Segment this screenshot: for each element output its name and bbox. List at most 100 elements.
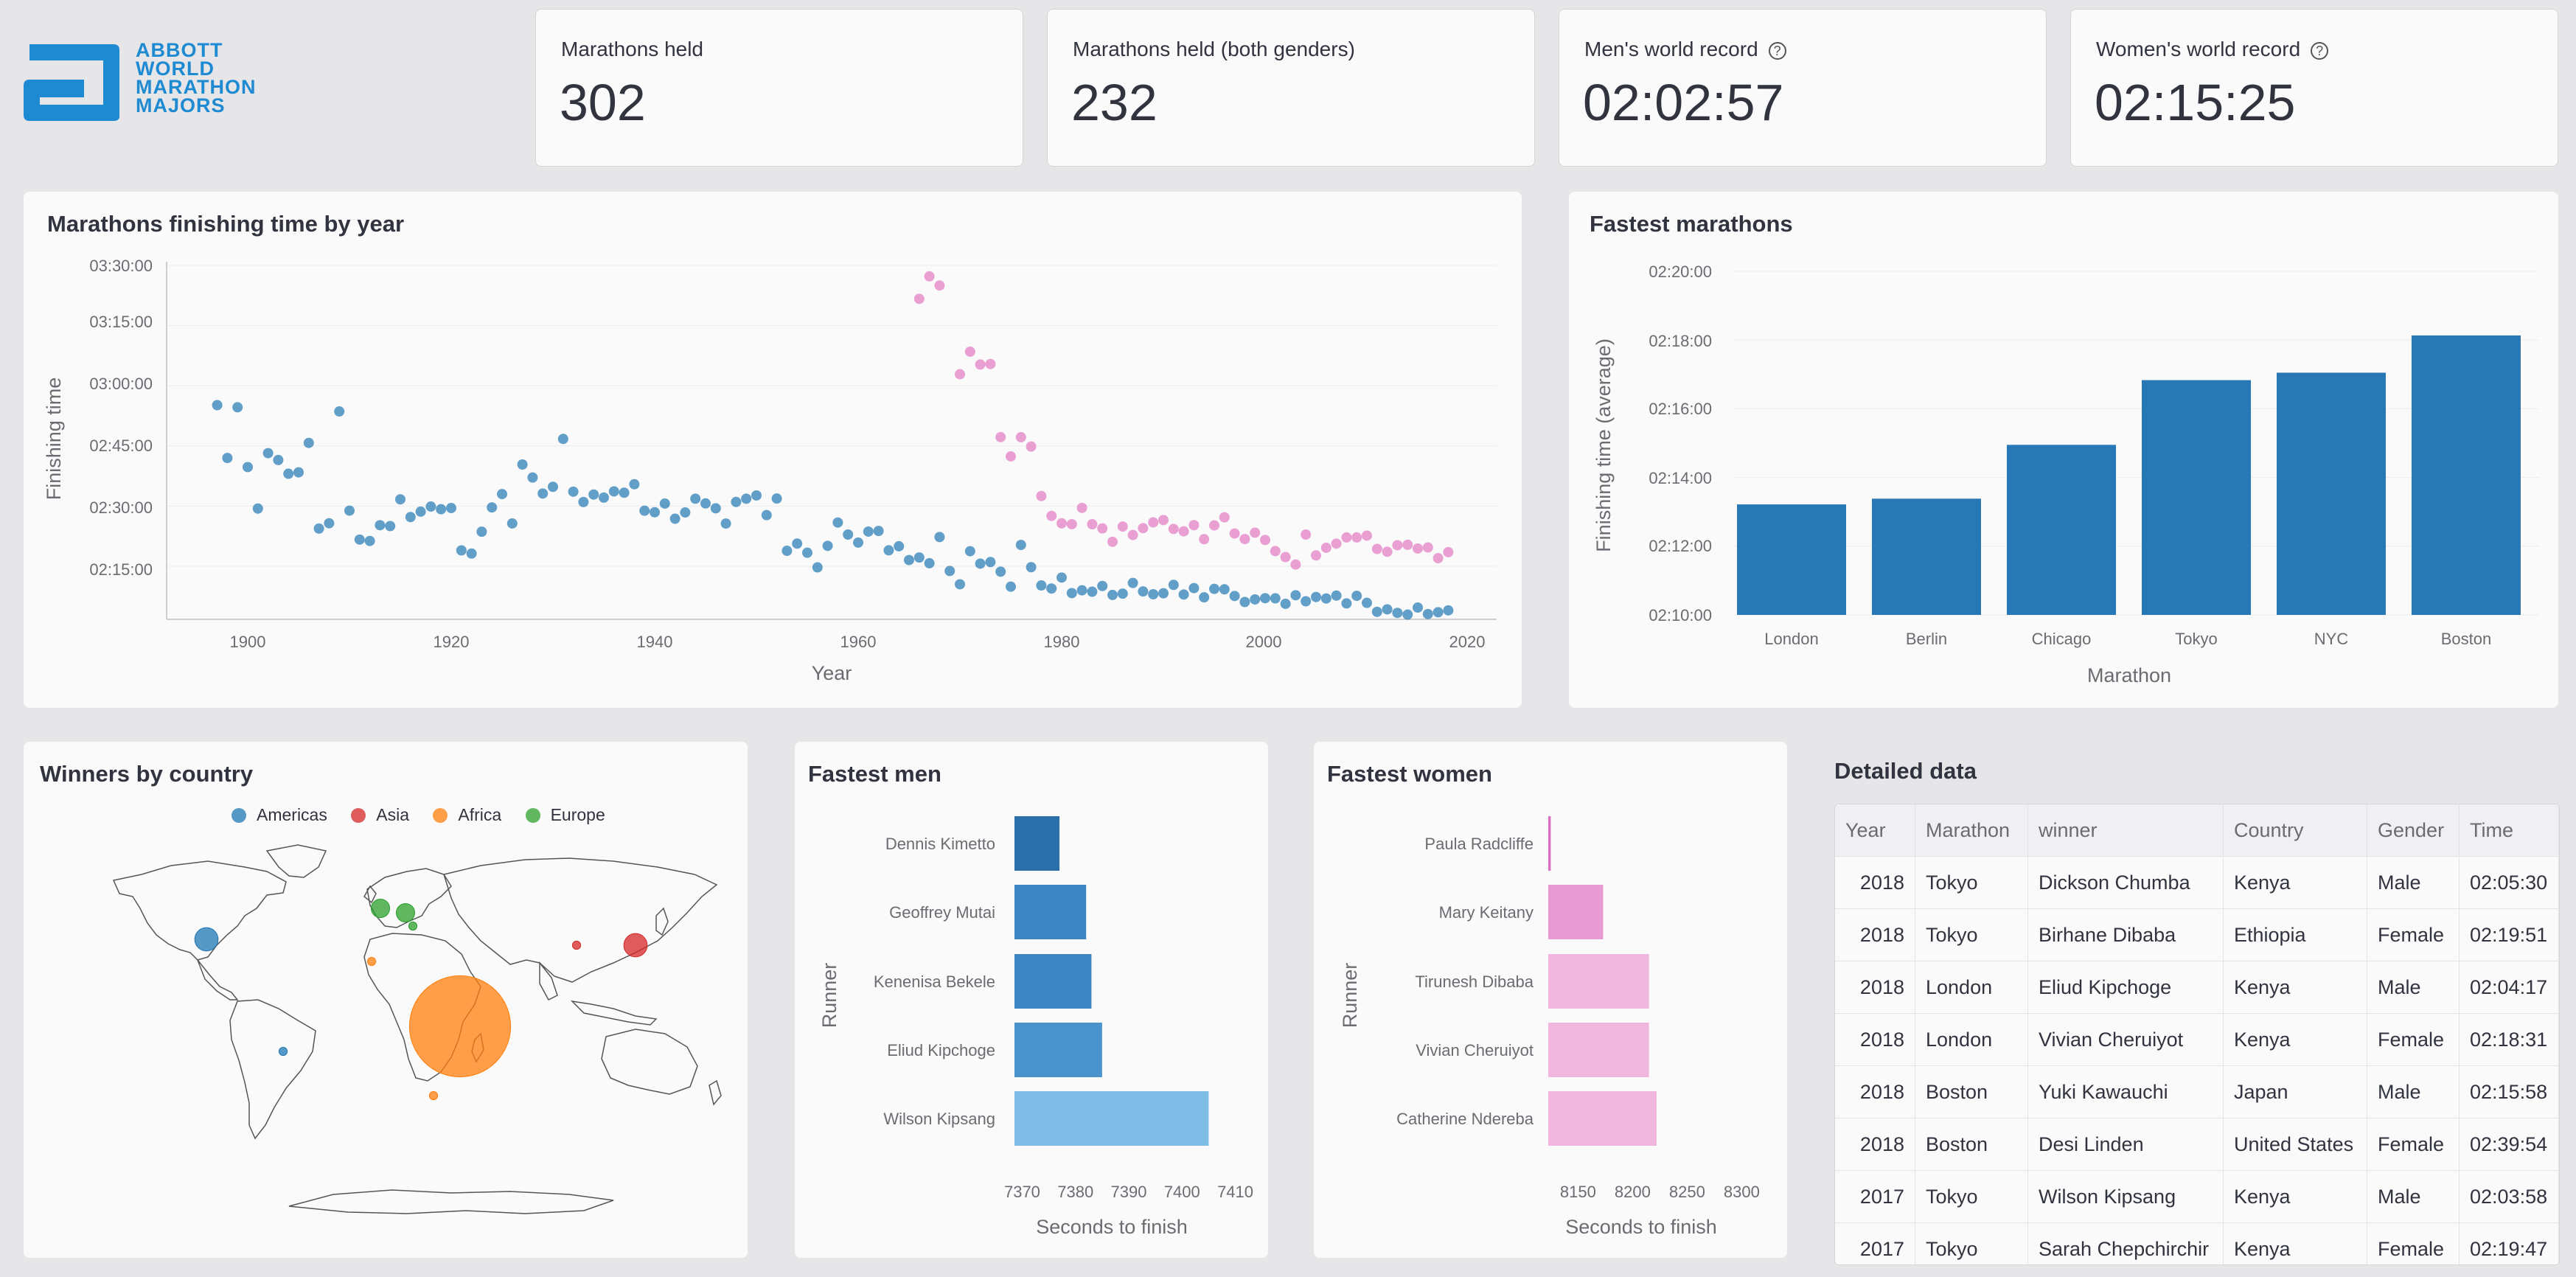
scatter-point[interactable] xyxy=(1138,586,1149,597)
bar[interactable] xyxy=(1548,1023,1649,1077)
scatter-point[interactable] xyxy=(1351,532,1362,543)
bar[interactable] xyxy=(1014,1091,1209,1146)
country-bubble[interactable] xyxy=(370,898,391,919)
scatter-point[interactable] xyxy=(1239,596,1250,608)
table-row[interactable]: 2018 Tokyo Dickson Chumba Kenya Male 02:05:30 xyxy=(1835,856,2559,909)
country-bubble[interactable] xyxy=(278,1046,288,1057)
scatter-point[interactable] xyxy=(436,504,447,515)
scatter-point[interactable] xyxy=(324,518,335,529)
scatter-point[interactable] xyxy=(1188,520,1200,531)
scatter-point[interactable] xyxy=(466,548,477,559)
scatter-point[interactable] xyxy=(1422,608,1433,619)
bar[interactable] xyxy=(1737,504,1846,615)
scatter-point[interactable] xyxy=(476,526,487,537)
scatter-point[interactable] xyxy=(1036,580,1047,591)
scatter-point[interactable] xyxy=(1219,512,1230,523)
help-icon[interactable]: ? xyxy=(2311,41,2329,60)
scatter-point[interactable] xyxy=(1341,532,1352,543)
table-row[interactable]: 2018 Boston Yuki Kawauchi Japan Male 02:15:58 xyxy=(1835,1065,2559,1118)
scatter-point[interactable] xyxy=(1148,517,1159,528)
scatter-point[interactable] xyxy=(995,431,1006,442)
scatter-point[interactable] xyxy=(761,509,772,521)
scatter-point[interactable] xyxy=(1362,597,1372,608)
scatter-point[interactable] xyxy=(1066,588,1077,599)
scatter-point[interactable] xyxy=(252,503,263,514)
data-table-wrap[interactable]: Year Marathon winner Country Gender Time… xyxy=(1834,804,2560,1265)
scatter-point[interactable] xyxy=(1117,521,1128,532)
scatter-point[interactable] xyxy=(1056,572,1067,583)
bar[interactable] xyxy=(1548,954,1649,1009)
scatter-point[interactable] xyxy=(1320,593,1331,604)
table-row[interactable]: 2018 Tokyo Birhane Dibaba Ethiopia Female 02:… xyxy=(1835,908,2559,961)
scatter-point[interactable] xyxy=(1066,518,1077,529)
scatter-point[interactable] xyxy=(354,534,365,545)
scatter-point[interactable] xyxy=(1036,490,1047,501)
scatter-point[interactable] xyxy=(924,557,935,568)
scatter-point[interactable] xyxy=(608,486,619,497)
country-bubble[interactable] xyxy=(571,940,582,950)
scatter-point[interactable] xyxy=(832,517,843,528)
scatter-point[interactable] xyxy=(517,459,528,470)
bar[interactable] xyxy=(1548,885,1604,939)
table-row[interactable]: 2017 Tokyo Sarah Chepchirchir Kenya Female 02… xyxy=(1835,1222,2559,1264)
scatter-point[interactable] xyxy=(537,488,549,499)
bar[interactable] xyxy=(1014,885,1087,939)
scatter-point[interactable] xyxy=(232,402,243,413)
scatter-point[interactable] xyxy=(883,545,894,556)
scatter-point[interactable] xyxy=(1301,596,1312,607)
scatter-point[interactable] xyxy=(1260,593,1270,604)
scatter-point[interactable] xyxy=(1178,589,1189,600)
scatter-point[interactable] xyxy=(904,554,914,566)
scatter-point[interactable] xyxy=(1331,590,1342,601)
scatter-point[interactable] xyxy=(873,526,884,537)
scatter-chart[interactable]: 03:30:00 03:15:00 03:00:00 02:45:00 02:3… xyxy=(24,192,1522,708)
scatter-point[interactable] xyxy=(1026,562,1037,573)
scatter-point[interactable] xyxy=(212,400,223,411)
scatter-point[interactable] xyxy=(1443,605,1454,616)
fastest-marathons-chart[interactable]: 02:20:00 02:18:00 02:16:00 02:14:00 02:1… xyxy=(1569,192,2558,708)
scatter-point[interactable] xyxy=(1413,602,1423,613)
scatter-point[interactable] xyxy=(1188,582,1200,594)
scatter-point[interactable] xyxy=(680,507,691,518)
scatter-point[interactable] xyxy=(731,496,742,507)
scatter-point[interactable] xyxy=(934,280,945,291)
table-row[interactable]: 2017 Tokyo Wilson Kipsang Kenya Male 02:03:58 xyxy=(1835,1170,2559,1223)
scatter-point[interactable] xyxy=(700,498,711,509)
scatter-point[interactable] xyxy=(273,454,284,465)
scatter-point[interactable] xyxy=(1371,543,1382,554)
country-bubble[interactable] xyxy=(428,1090,439,1101)
scatter-point[interactable] xyxy=(955,369,965,380)
scatter-point[interactable] xyxy=(629,479,640,490)
scatter-point[interactable] xyxy=(1006,581,1016,592)
scatter-point[interactable] xyxy=(1331,538,1342,549)
legend-item-africa[interactable]: Africa xyxy=(433,805,501,824)
scatter-point[interactable] xyxy=(1413,543,1423,554)
column-header-time[interactable]: Time xyxy=(2459,804,2559,857)
scatter-point[interactable] xyxy=(1311,591,1321,602)
scatter-point[interactable] xyxy=(1280,598,1291,609)
scatter-point[interactable] xyxy=(863,526,874,537)
scatter-point[interactable] xyxy=(1209,520,1219,531)
scatter-point[interactable] xyxy=(975,558,986,569)
scatter-point[interactable] xyxy=(1402,539,1413,550)
scatter-point[interactable] xyxy=(1026,441,1037,452)
bar[interactable] xyxy=(1014,816,1060,871)
table-row[interactable]: 2018 Boston Desi Linden United States Female… xyxy=(1835,1118,2559,1171)
bar[interactable] xyxy=(2142,380,2251,615)
scatter-point[interactable] xyxy=(1229,591,1240,602)
scatter-point[interactable] xyxy=(395,494,405,505)
scatter-point[interactable] xyxy=(385,521,396,532)
legend-item-europe[interactable]: Europe xyxy=(525,805,605,824)
scatter-point[interactable] xyxy=(995,566,1006,577)
help-icon[interactable]: ? xyxy=(1768,41,1786,60)
scatter-point[interactable] xyxy=(771,493,782,504)
scatter-point[interactable] xyxy=(1006,450,1016,462)
scatter-point[interactable] xyxy=(1392,608,1403,619)
scatter-point[interactable] xyxy=(669,513,680,524)
scatter-point[interactable] xyxy=(1199,592,1210,603)
legend-item-americas[interactable]: Americas xyxy=(232,805,327,824)
scatter-point[interactable] xyxy=(913,552,925,563)
scatter-point[interactable] xyxy=(1015,432,1026,443)
scatter-point[interactable] xyxy=(913,293,925,305)
scatter-point[interactable] xyxy=(1229,528,1240,539)
